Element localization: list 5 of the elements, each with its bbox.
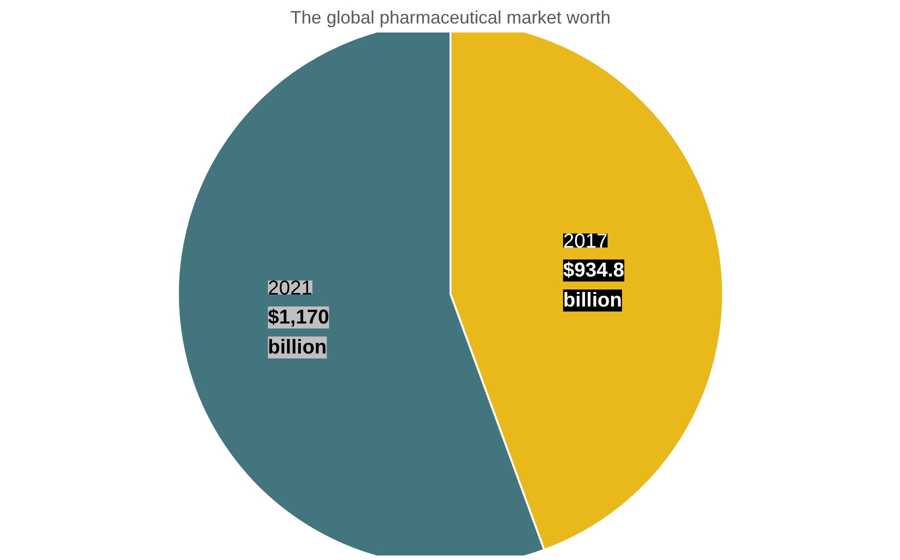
slice-label: 2021 <box>268 277 312 300</box>
chart-title: The global pharmaceutical market worth <box>290 8 611 28</box>
slice-label: 2017 <box>563 230 608 253</box>
data-label: $1,170 billion <box>268 306 330 358</box>
data-label: $934.8 billion <box>563 260 624 312</box>
